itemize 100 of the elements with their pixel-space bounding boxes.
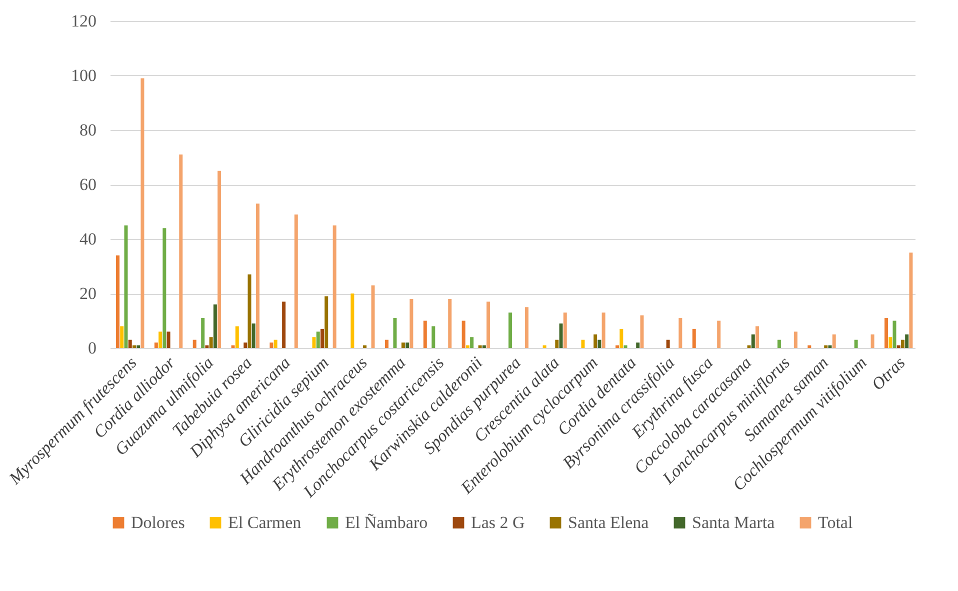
bar: [209, 337, 213, 348]
legend-label: El Ñambaro: [345, 512, 428, 532]
bar: [154, 342, 158, 348]
bar: [406, 342, 410, 348]
bar: [158, 332, 162, 348]
bar: [832, 334, 836, 348]
bar: [794, 332, 798, 348]
bar: [401, 342, 405, 348]
bar: [393, 318, 397, 348]
bar: [448, 298, 452, 348]
bar: [192, 340, 196, 348]
bar: [462, 320, 466, 348]
bar: [598, 340, 602, 348]
bar: [466, 345, 470, 348]
bar: [410, 298, 414, 348]
legend-label: Total: [818, 512, 853, 532]
bar: [678, 318, 682, 348]
bar: [213, 304, 217, 348]
bar: [124, 225, 128, 348]
bar: [824, 345, 828, 348]
bar: [179, 154, 183, 348]
bar: [324, 296, 328, 348]
bar: [205, 345, 209, 348]
bar: [270, 342, 274, 348]
bar: [756, 326, 759, 348]
bar: [252, 323, 256, 348]
bar: [717, 320, 721, 348]
bar: [384, 340, 388, 348]
bar: [900, 340, 904, 348]
bar: [162, 228, 166, 348]
bar: [909, 252, 913, 348]
bar: [248, 274, 252, 348]
y-tick-label: 120: [71, 12, 96, 30]
legend-label: Dolores: [131, 512, 185, 532]
bar: [559, 323, 563, 348]
bar: [294, 214, 298, 348]
y-tick-label: 100: [71, 66, 96, 85]
bar: [777, 340, 781, 348]
bar: [423, 320, 427, 348]
bar: [602, 312, 606, 348]
bar: [274, 340, 278, 348]
bar: [332, 225, 336, 348]
legend-label: Las 2 G: [471, 512, 525, 532]
bar: [432, 326, 436, 348]
bar: [666, 340, 670, 348]
bar: [282, 302, 286, 348]
bar: [140, 78, 144, 348]
bar: [508, 312, 512, 348]
bar: [747, 345, 751, 348]
bar: [132, 345, 136, 348]
legend-label: El Carmen: [228, 512, 302, 532]
y-tick-label: 20: [80, 284, 96, 303]
bar: [218, 170, 222, 348]
bar: [256, 204, 260, 348]
bar: [350, 294, 354, 348]
bar: [636, 342, 640, 348]
bar: [316, 332, 320, 348]
bar: [581, 340, 585, 348]
bar: [320, 328, 324, 348]
bar: [905, 334, 909, 348]
legend-label: Santa Elena: [568, 512, 650, 532]
bar: [594, 334, 598, 348]
bar: [616, 345, 620, 348]
bar: [888, 337, 892, 348]
bar: [470, 337, 474, 348]
bar: [640, 315, 644, 348]
bar: [563, 312, 567, 348]
bar: [542, 345, 546, 348]
bar: [896, 345, 900, 348]
bar: [828, 345, 832, 348]
y-tick-label: 40: [80, 230, 96, 248]
bar: [808, 345, 812, 348]
bar: [235, 326, 239, 348]
bar: [136, 345, 140, 348]
bar: [312, 337, 316, 348]
bar: [231, 345, 235, 348]
bar: [244, 342, 248, 348]
bar: [624, 345, 628, 348]
bar: [620, 328, 624, 348]
bar: [751, 334, 755, 348]
bar: [201, 318, 205, 348]
bar: [884, 318, 888, 348]
y-tick-label: 0: [88, 338, 96, 358]
legend-label: Santa Marta: [692, 512, 776, 532]
bar: [482, 345, 486, 348]
bar: [128, 340, 132, 348]
bar: [363, 345, 367, 348]
bar: [524, 307, 528, 348]
bar: [371, 285, 375, 348]
y-tick-label: 80: [80, 120, 96, 140]
bar: [870, 334, 874, 348]
bar: [166, 332, 170, 348]
bar: [854, 340, 858, 348]
bar: [892, 320, 896, 348]
bar: [692, 328, 696, 348]
bar: [478, 345, 482, 348]
bar: [555, 340, 559, 348]
bar: [486, 302, 490, 348]
bar: [116, 255, 120, 348]
bar: [120, 326, 124, 348]
